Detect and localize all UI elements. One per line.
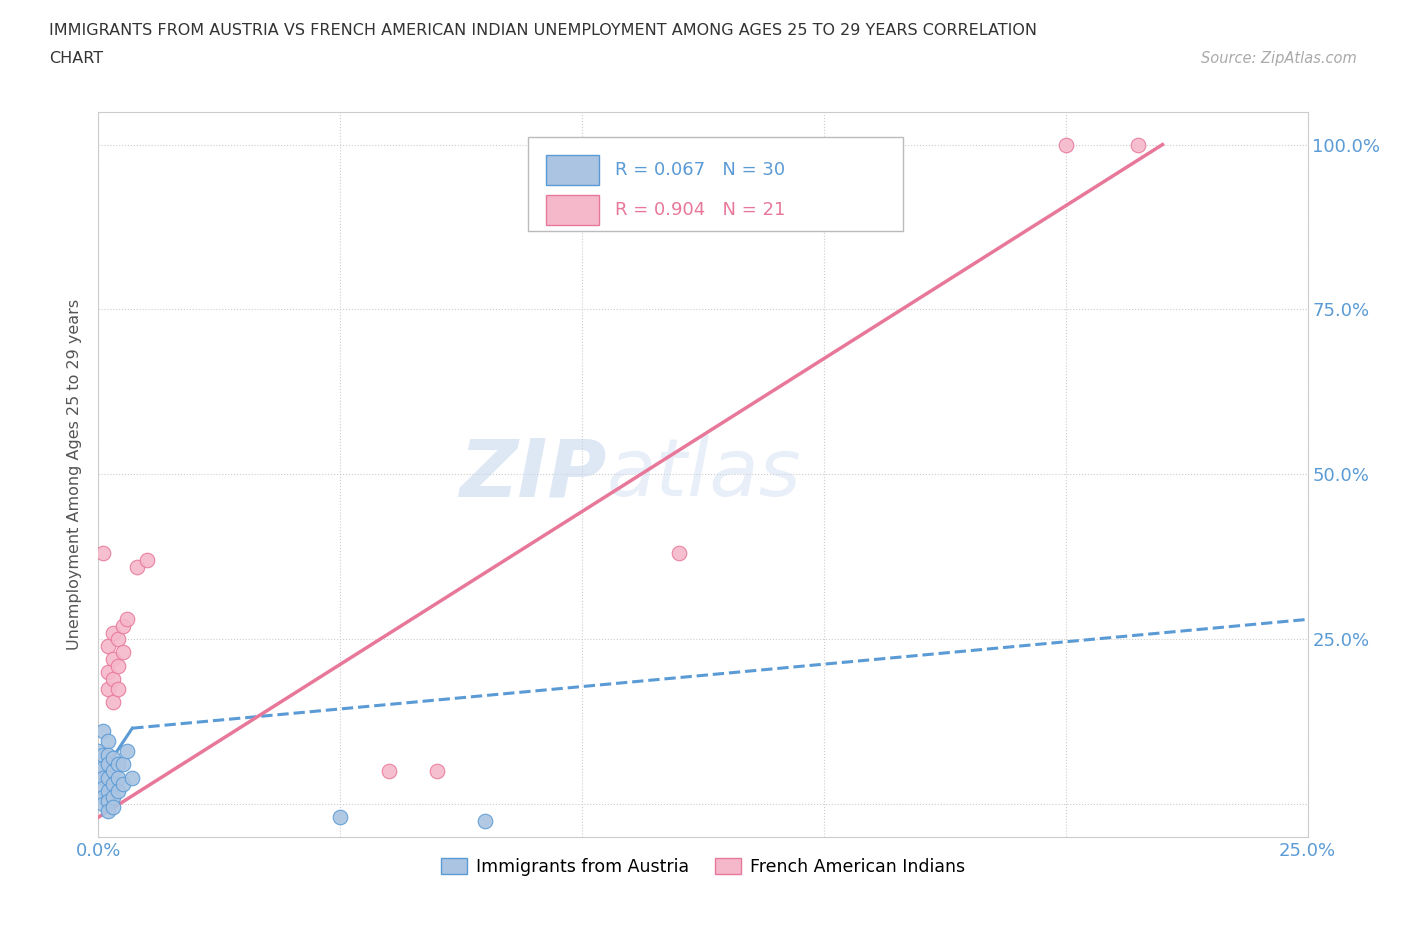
Point	[117, 744, 139, 759]
Point	[111, 618, 134, 633]
Text: atlas: atlas	[606, 435, 801, 513]
Point	[329, 810, 352, 825]
Text: R = 0.067   N = 30: R = 0.067 N = 30	[614, 161, 785, 179]
Text: CHART: CHART	[49, 51, 103, 66]
Point	[97, 665, 120, 680]
Point	[107, 681, 129, 696]
Point	[101, 695, 124, 710]
FancyBboxPatch shape	[527, 137, 903, 232]
Point	[91, 790, 114, 804]
Point	[87, 764, 110, 778]
Point	[91, 797, 114, 812]
Point	[91, 761, 114, 776]
Point	[91, 724, 114, 739]
Point	[107, 658, 129, 673]
Point	[91, 770, 114, 785]
Point	[474, 813, 496, 828]
FancyBboxPatch shape	[546, 155, 599, 185]
Point	[1128, 137, 1150, 152]
Point	[97, 747, 120, 762]
Point	[97, 770, 120, 785]
Point	[107, 757, 129, 772]
Point	[117, 612, 139, 627]
Point	[101, 764, 124, 778]
Y-axis label: Unemployment Among Ages 25 to 29 years: Unemployment Among Ages 25 to 29 years	[67, 299, 83, 650]
Point	[377, 764, 399, 778]
Point	[111, 757, 134, 772]
Point	[101, 751, 124, 765]
Point	[91, 546, 114, 561]
Point	[111, 777, 134, 791]
Point	[97, 793, 120, 808]
Point	[91, 780, 114, 795]
Point	[97, 638, 120, 653]
Point	[101, 777, 124, 791]
Point	[107, 631, 129, 646]
Text: ZIP: ZIP	[458, 435, 606, 513]
Point	[426, 764, 449, 778]
Point	[111, 644, 134, 659]
Point	[127, 559, 149, 574]
FancyBboxPatch shape	[546, 195, 599, 225]
Point	[97, 783, 120, 798]
Point	[101, 790, 124, 804]
Point	[91, 747, 114, 762]
Point	[97, 757, 120, 772]
Point	[101, 800, 124, 815]
Point	[107, 783, 129, 798]
Point	[97, 734, 120, 749]
Point	[97, 681, 120, 696]
Point	[101, 652, 124, 667]
Point	[101, 625, 124, 640]
Point	[1054, 137, 1077, 152]
Point	[101, 671, 124, 686]
Point	[135, 552, 157, 567]
Text: Source: ZipAtlas.com: Source: ZipAtlas.com	[1201, 51, 1357, 66]
Point	[121, 770, 143, 785]
Point	[97, 804, 120, 818]
Point	[668, 546, 690, 561]
Legend: Immigrants from Austria, French American Indians: Immigrants from Austria, French American…	[434, 851, 972, 883]
Text: IMMIGRANTS FROM AUSTRIA VS FRENCH AMERICAN INDIAN UNEMPLOYMENT AMONG AGES 25 TO : IMMIGRANTS FROM AUSTRIA VS FRENCH AMERIC…	[49, 23, 1038, 38]
Point	[87, 744, 110, 759]
Text: R = 0.904   N = 21: R = 0.904 N = 21	[614, 201, 785, 219]
Point	[107, 770, 129, 785]
